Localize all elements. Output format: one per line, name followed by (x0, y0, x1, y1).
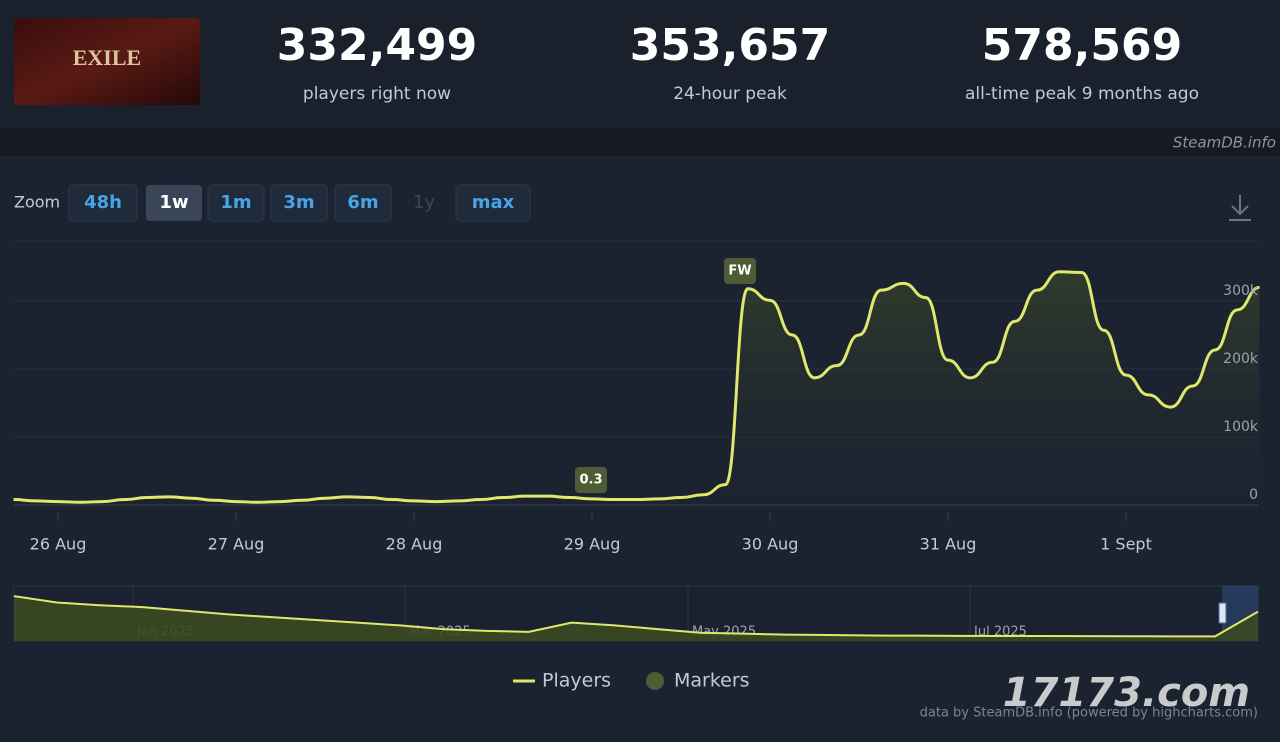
stat-label: all-time peak 9 months ago (965, 84, 1199, 104)
event-marker (575, 467, 607, 493)
stat-label: players right now (303, 84, 451, 104)
zoom-option-disabled: 1y (413, 192, 435, 213)
zoom-button[interactable] (270, 184, 328, 222)
credit: data by SteamDB.info (powered by highcha… (920, 706, 1258, 721)
zoom-button[interactable] (207, 184, 265, 222)
zoom-option[interactable]: 6m (347, 192, 378, 213)
stat-value: 353,657 (630, 20, 830, 71)
header-bg (0, 0, 1280, 128)
logo-text: EXILE (73, 45, 141, 70)
players-line (13, 270, 1260, 504)
stat-value: 578,569 (982, 20, 1182, 71)
stat-value: 332,499 (277, 20, 477, 71)
zoom-label: Zoom (14, 193, 60, 212)
navigator-handle (1218, 602, 1227, 624)
x-tick-label: 26 Aug (30, 535, 87, 554)
legend-label[interactable]: Players (542, 670, 611, 692)
navigator-line (13, 595, 1259, 638)
zoom-button-active[interactable] (146, 185, 202, 221)
legend-label[interactable]: Markers (674, 670, 750, 692)
legend-marker (646, 672, 664, 690)
zoom-option[interactable]: 3m (283, 192, 314, 213)
stat-label: 24-hour peak (673, 84, 787, 104)
y-tick-label: 100k (1223, 419, 1259, 435)
x-tick-label: 28 Aug (386, 535, 443, 554)
event-marker-label: FW (728, 264, 751, 279)
x-tick-label: 30 Aug (742, 535, 799, 554)
site-band (0, 128, 1280, 156)
zoom-option[interactable]: 48h (84, 192, 122, 213)
zoom-option[interactable]: 1m (220, 192, 251, 213)
event-marker-label: 0.3 (579, 473, 602, 488)
zoom-button[interactable] (455, 184, 531, 222)
game-logo (14, 18, 200, 105)
y-tick-label: 300k (1223, 283, 1259, 299)
event-marker (724, 258, 756, 284)
navigator-area (14, 596, 1258, 641)
x-tick-label: 31 Aug (920, 535, 977, 554)
x-tick-label: 1 Sept (1100, 535, 1152, 554)
zoom-option[interactable]: 1w (159, 192, 188, 213)
zoom-button[interactable] (68, 184, 138, 222)
zoom-option[interactable]: max (472, 192, 515, 213)
x-tick-label: 27 Aug (208, 535, 265, 554)
watermark: 17173.com (1003, 670, 1250, 716)
site-name: SteamDB.info (1173, 134, 1276, 152)
y-tick-label: 0 (1249, 487, 1258, 503)
players-area (13, 271, 1260, 505)
y-tick-label: 200k (1223, 351, 1259, 367)
download-icon[interactable] (1229, 195, 1251, 221)
zoom-button[interactable] (334, 184, 392, 222)
x-tick-label: 29 Aug (564, 535, 621, 554)
